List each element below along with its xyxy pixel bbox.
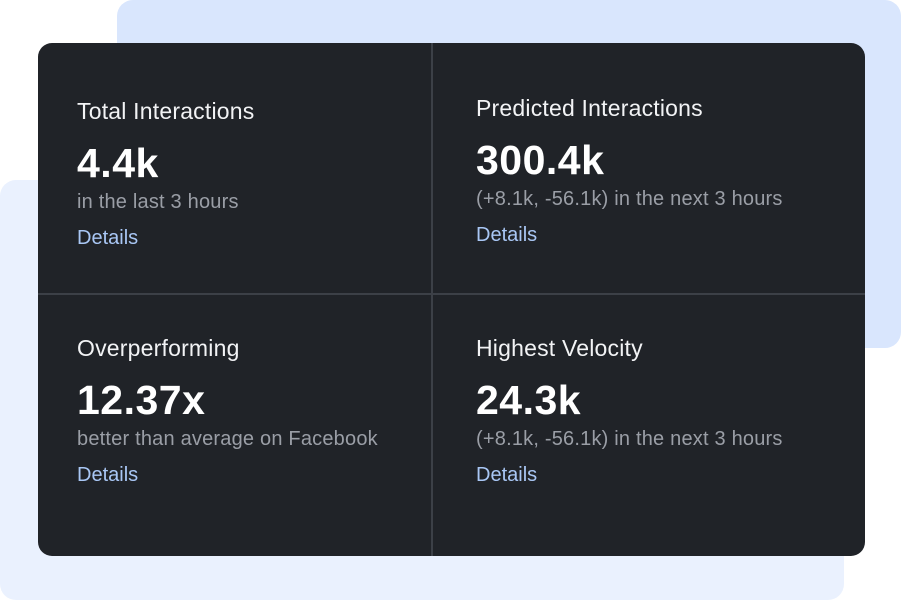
details-link[interactable]: Details — [77, 464, 139, 486]
metric-title: Overperforming — [77, 335, 240, 361]
metric-subtitle: better than average on Facebook — [77, 428, 378, 450]
metric-value: 300.4k — [476, 137, 605, 183]
metric-subtitle: (+8.1k, -56.1k) in the next 3 hours — [476, 428, 783, 450]
details-link[interactable]: Details — [77, 227, 139, 249]
metric-subtitle: (+8.1k, -56.1k) in the next 3 hours — [476, 188, 783, 210]
metric-highest-velocity: Highest Velocity 24.3k (+8.1k, -56.1k) i… — [476, 334, 783, 488]
metric-value: 4.4k — [77, 140, 159, 186]
vertical-divider — [431, 43, 433, 556]
metric-value: 12.37x — [77, 377, 206, 423]
metric-overperforming: Overperforming 12.37x better than averag… — [77, 334, 378, 488]
metric-title: Highest Velocity — [476, 335, 643, 361]
metric-subtitle: in the last 3 hours — [77, 191, 239, 213]
horizontal-divider — [38, 293, 865, 295]
details-link[interactable]: Details — [476, 224, 538, 246]
metric-total-interactions: Total Interactions 4.4k in the last 3 ho… — [77, 97, 254, 251]
metric-title: Total Interactions — [77, 98, 255, 124]
details-link[interactable]: Details — [476, 464, 538, 486]
metrics-card: Total Interactions 4.4k in the last 3 ho… — [38, 43, 865, 556]
metric-predicted-interactions: Predicted Interactions 300.4k (+8.1k, -5… — [476, 94, 783, 248]
metric-title: Predicted Interactions — [476, 95, 703, 121]
metric-value: 24.3k — [476, 377, 582, 423]
